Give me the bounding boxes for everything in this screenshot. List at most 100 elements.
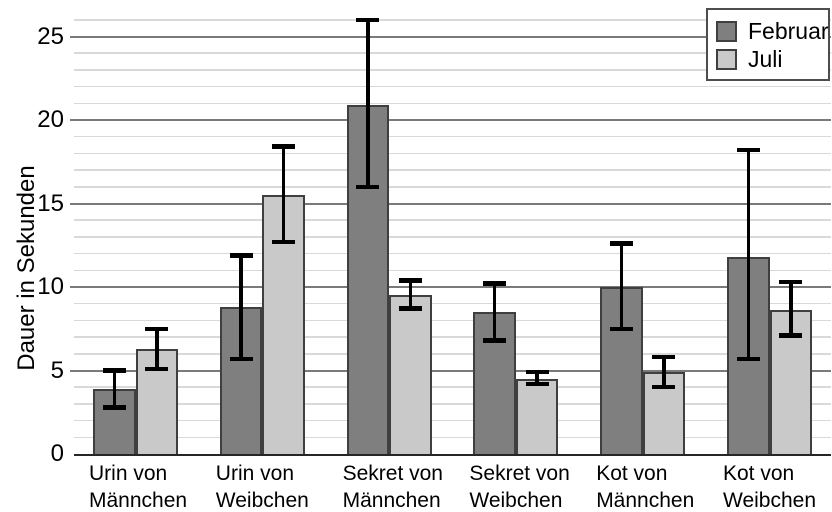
major-gridline: [70, 35, 831, 38]
error-bar-cap-bottom: [102, 405, 126, 410]
category-label-line: Kot von: [723, 462, 795, 485]
error-bar-line: [112, 370, 116, 408]
y-tick-label: 10: [37, 273, 64, 300]
error-bar-line: [619, 243, 624, 329]
category-label-line: Männchen: [342, 489, 441, 512]
error-bar-line: [746, 150, 750, 359]
error-bar-cap-top: [779, 279, 803, 285]
category-label-line: Weibchen: [215, 489, 309, 512]
error-bar-cap-top: [736, 147, 760, 153]
error-bar-cap-bottom: [145, 366, 169, 372]
minor-gridline: [74, 19, 831, 21]
legend-label-februar: Februar: [748, 18, 829, 44]
error-bar-cap-bottom: [356, 184, 380, 190]
minor-gridline: [74, 403, 831, 405]
legend-item-februar: Februar: [716, 18, 829, 44]
plot-area: [70, 0, 831, 456]
minor-gridline: [74, 302, 831, 305]
category-label-line: Männchen: [596, 489, 695, 512]
minor-gridline: [74, 353, 831, 355]
error-bar-cap-top: [525, 369, 549, 375]
category-label: Urin von Männchen: [89, 460, 221, 512]
error-bar-cap-bottom: [609, 326, 633, 331]
minor-gridline: [74, 419, 831, 422]
category-label: Kot von Weibchen: [723, 460, 832, 512]
error-bar-line: [281, 146, 286, 242]
y-tick-label: 20: [37, 106, 64, 133]
y-tick-label: 0: [50, 440, 64, 467]
error-bar-line: [492, 283, 497, 341]
minor-gridline: [74, 252, 831, 255]
error-bar-cap-bottom: [483, 338, 507, 343]
error-bar-cap-bottom: [525, 381, 549, 387]
error-bar-cap-bottom: [229, 356, 253, 362]
category-label-line: Weibchen: [723, 489, 817, 512]
minor-gridline: [74, 319, 831, 322]
minor-gridline: [74, 135, 831, 138]
error-bar-cap-bottom: [398, 306, 422, 311]
y-axis-title: Dauer in Sekunden: [13, 165, 40, 371]
category-label: Urin von Weibchen: [216, 460, 348, 512]
minor-gridline: [74, 269, 831, 272]
minor-gridline: [74, 236, 831, 238]
error-bar-cap-top: [398, 278, 422, 283]
minor-gridline: [74, 102, 831, 105]
y-tick-label: 25: [37, 22, 64, 50]
error-bar-line: [789, 282, 793, 336]
error-bar-line: [366, 19, 370, 187]
legend: Februar Juli: [706, 8, 830, 81]
legend-swatch-juli: [716, 48, 737, 70]
major-gridline: [70, 369, 831, 372]
error-bar-cap-bottom: [779, 333, 803, 338]
legend-label-juli: Juli: [748, 46, 783, 72]
error-bar-cap-top: [483, 281, 507, 286]
minor-gridline: [74, 169, 831, 171]
error-bar-line: [535, 372, 539, 384]
bar-juli: [769, 310, 812, 454]
error-bar-line: [239, 255, 243, 359]
error-bar-cap-top: [609, 241, 633, 246]
category-label-line: Sekret von: [342, 462, 443, 485]
category-label-line: Männchen: [89, 489, 188, 512]
error-bar-cap-bottom: [652, 384, 676, 390]
y-tick-label: 5: [50, 356, 64, 384]
bar-juli: [389, 295, 432, 454]
error-bar-cap-bottom: [736, 356, 760, 362]
minor-gridline: [74, 152, 831, 155]
bar-juli: [515, 378, 559, 454]
minor-gridline: [74, 69, 831, 71]
category-label-line: Sekret von: [469, 462, 570, 485]
major-gridline: [70, 286, 831, 288]
error-bar-cap-top: [272, 144, 296, 149]
error-bar-cap-bottom: [272, 239, 296, 245]
legend-item-juli: Juli: [716, 46, 822, 72]
error-bar-cap-top: [652, 354, 676, 360]
minor-gridline: [74, 386, 831, 388]
category-label: Sekret von Weibchen: [469, 460, 601, 512]
major-gridline: [70, 202, 831, 205]
minor-gridline: [74, 219, 831, 221]
error-bar-cap-top: [356, 17, 380, 23]
minor-gridline: [74, 436, 831, 439]
error-bar-line: [155, 328, 159, 369]
y-tick-label: 15: [37, 189, 64, 217]
legend-swatch-februar: [716, 20, 737, 42]
major-gridline: [70, 119, 831, 121]
error-bar-line: [662, 357, 666, 388]
category-label-line: Weibchen: [469, 489, 563, 512]
category-label: Kot von Männchen: [596, 460, 728, 512]
minor-gridline: [74, 52, 831, 54]
error-bar-cap-top: [102, 368, 126, 373]
minor-gridline: [74, 85, 831, 88]
category-label-line: Urin von: [89, 462, 168, 485]
error-bar-cap-top: [229, 253, 253, 258]
category-label-line: Urin von: [215, 462, 294, 485]
bar-juli: [262, 195, 305, 454]
error-bar-line: [408, 280, 413, 309]
category-label-line: Kot von: [596, 462, 668, 485]
error-bar-cap-top: [145, 326, 169, 331]
category-label: Sekret von Männchen: [343, 460, 475, 512]
minor-gridline: [74, 186, 831, 188]
minor-gridline: [74, 336, 831, 338]
